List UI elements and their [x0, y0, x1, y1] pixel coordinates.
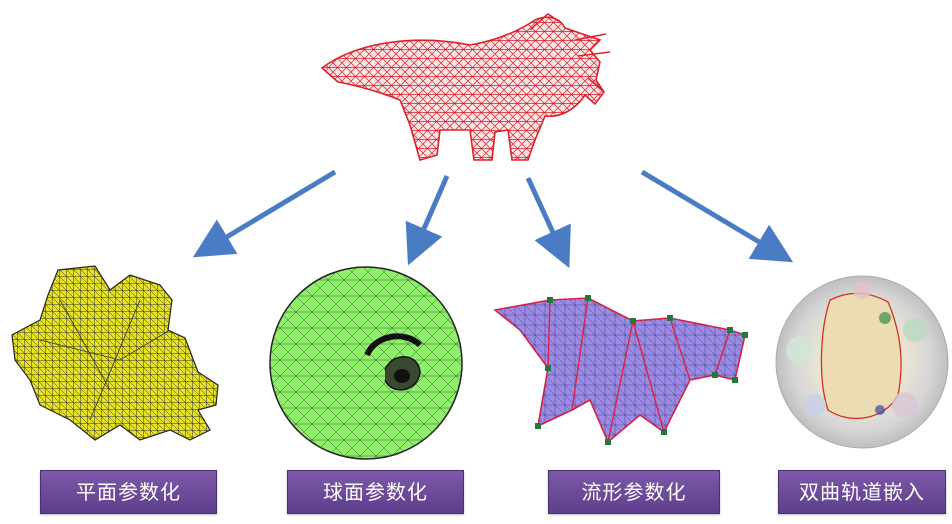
arrow-to-hyperbolic: [640, 169, 794, 263]
arrow-to-sphere: [405, 174, 450, 266]
triceratops-mesh: [320, 13, 611, 161]
label-hyperbolic-orbifold-embedding: 双曲轨道嵌入: [778, 470, 946, 514]
planar-mesh: [11, 265, 219, 441]
sphere-mesh: [269, 266, 463, 460]
hyperbolic-disk: [775, 275, 949, 449]
label-planar-parameterization: 平面参数化: [40, 470, 217, 514]
arrow-to-planar: [192, 169, 337, 258]
label-spherical-parameterization: 球面参数化: [287, 470, 464, 514]
manifold-cone-points: [535, 295, 748, 445]
manifold-mesh: [493, 295, 748, 445]
arrows: [192, 169, 794, 269]
arrow-to-manifold: [525, 176, 571, 269]
label-manifold-parameterization: 流形参数化: [548, 470, 720, 514]
